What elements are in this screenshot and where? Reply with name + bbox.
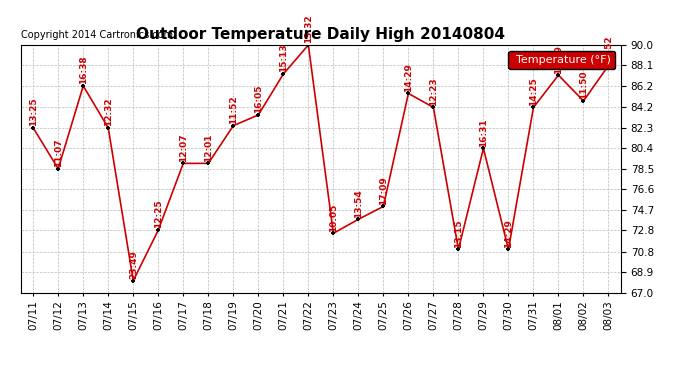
- Point: [603, 63, 614, 69]
- Point: [28, 125, 39, 131]
- Text: 14:25: 14:25: [529, 77, 538, 106]
- Point: [428, 104, 439, 110]
- Point: [378, 203, 389, 209]
- Text: Copyright 2014 Cartronics.com: Copyright 2014 Cartronics.com: [21, 30, 172, 40]
- Text: 12:25: 12:25: [154, 200, 163, 228]
- Point: [303, 42, 314, 48]
- Text: 10:05: 10:05: [329, 203, 338, 232]
- Text: 23:49: 23:49: [129, 250, 138, 279]
- Point: [403, 90, 414, 96]
- Point: [278, 71, 289, 77]
- Title: Outdoor Temperature Daily High 20140804: Outdoor Temperature Daily High 20140804: [137, 27, 505, 42]
- Text: 14:29: 14:29: [504, 219, 513, 248]
- Point: [478, 145, 489, 151]
- Point: [453, 246, 464, 252]
- Point: [52, 166, 63, 172]
- Text: 14:29: 14:29: [404, 63, 413, 92]
- Point: [152, 227, 164, 233]
- Text: 15:13: 15:13: [279, 44, 288, 72]
- Text: 13:25: 13:25: [29, 98, 38, 126]
- Point: [553, 72, 564, 78]
- Text: 16:38: 16:38: [79, 56, 88, 84]
- Text: 13:15: 13:15: [454, 219, 463, 248]
- Text: 15:52: 15:52: [604, 35, 613, 64]
- Legend: Temperature (°F): Temperature (°F): [509, 51, 615, 69]
- Text: 12:32: 12:32: [104, 98, 112, 126]
- Text: 12:01: 12:01: [204, 133, 213, 162]
- Point: [253, 112, 264, 118]
- Point: [578, 98, 589, 104]
- Text: 11:52: 11:52: [229, 96, 238, 124]
- Point: [78, 83, 89, 89]
- Point: [528, 104, 539, 110]
- Text: 14:49: 14:49: [554, 45, 563, 74]
- Text: 13:32: 13:32: [304, 15, 313, 44]
- Point: [328, 230, 339, 236]
- Text: 12:07: 12:07: [179, 133, 188, 162]
- Point: [353, 216, 364, 222]
- Point: [103, 125, 114, 131]
- Point: [503, 246, 514, 252]
- Text: 11:07: 11:07: [54, 138, 63, 167]
- Point: [203, 160, 214, 166]
- Text: 17:09: 17:09: [379, 176, 388, 205]
- Text: 13:54: 13:54: [354, 189, 363, 218]
- Text: 12:23: 12:23: [429, 77, 438, 106]
- Text: 16:05: 16:05: [254, 85, 263, 113]
- Point: [128, 278, 139, 284]
- Point: [228, 123, 239, 129]
- Point: [178, 160, 189, 166]
- Text: 16:31: 16:31: [479, 118, 488, 147]
- Text: 11:50: 11:50: [579, 71, 588, 99]
